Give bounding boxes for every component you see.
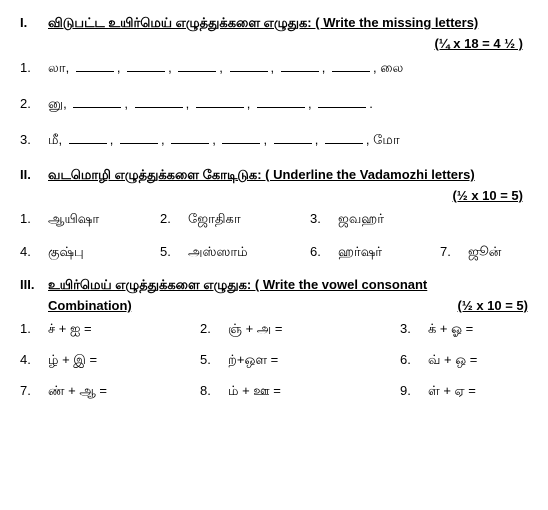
section-3-row-1: 1. ச் + ஐ = 2. ஞ் + அ = 3. க் + ஓ =	[20, 321, 528, 338]
word-text: ஜவஹர்	[338, 211, 384, 228]
combo-item-7: 7. ண் + ஆ =	[20, 383, 200, 400]
blank[interactable]	[257, 95, 305, 108]
section-2-marks: (½ x 10 = 5)	[20, 188, 528, 203]
section-3-title-1: உயிர்மெய் எழுத்துக்களை எழுதுக: ( Write t…	[48, 277, 528, 294]
combo-num: 3.	[400, 321, 428, 336]
section-3-header: III. உயிர்மெய் எழுத்துக்களை எழுதுக: ( Wr…	[20, 277, 528, 294]
word-item-6: 6. ஹர்ஷர்	[310, 244, 440, 261]
q2-num: 2.	[20, 96, 48, 111]
q2-end: .	[369, 96, 373, 111]
q2-row: 2. னு, , , , , .	[20, 95, 528, 113]
section-2-row-1: 1. ஆயிஷா 2. ஜோதிகா 3. ஜவஹர்	[20, 211, 528, 228]
combo-item-9: 9. ள் + ஏ =	[400, 383, 520, 400]
q3-end: , மோ	[366, 132, 400, 147]
q1-start: லா,	[48, 60, 69, 75]
combo-num: 2.	[200, 321, 228, 336]
combo-text: ஞ் + அ =	[228, 321, 282, 338]
blank[interactable]	[230, 59, 268, 72]
combo-text: க் + ஓ =	[428, 321, 473, 338]
word-num: 3.	[310, 211, 338, 226]
combo-num: 7.	[20, 383, 48, 398]
blank[interactable]	[281, 59, 319, 72]
word-text: ஜூன்	[468, 244, 501, 261]
q3-start: மீ,	[48, 132, 62, 147]
q3-num: 3.	[20, 132, 48, 147]
combo-item-3: 3. க் + ஓ =	[400, 321, 520, 338]
section-3-title-row-2: Combination) (½ x 10 = 5)	[20, 298, 528, 313]
q3-body: மீ, , , , , , , மோ	[48, 131, 528, 149]
word-item-1: 1. ஆயிஷா	[20, 211, 160, 228]
blank[interactable]	[196, 95, 244, 108]
blank[interactable]	[332, 59, 370, 72]
blank[interactable]	[120, 131, 158, 144]
blank[interactable]	[135, 95, 183, 108]
word-num: 2.	[160, 211, 188, 226]
word-text: குஷ்பு	[48, 244, 84, 261]
combo-text: வ் + ஒ =	[428, 352, 477, 369]
blank[interactable]	[76, 59, 114, 72]
combo-item-6: 6. வ் + ஒ =	[400, 352, 520, 369]
blank[interactable]	[222, 131, 260, 144]
section-1-marks: (¼ x 18 = 4 ½ )	[20, 36, 528, 51]
q1-body: லா, , , , , , , லை	[48, 59, 528, 77]
word-text: ஆயிஷா	[48, 211, 99, 228]
combo-text: ழ் + இ =	[48, 352, 97, 369]
word-text: ஹர்ஷர்	[338, 244, 382, 261]
section-3-row-2: 4. ழ் + இ = 5. ற்+ஒள = 6. வ் + ஒ =	[20, 352, 528, 369]
combo-num: 6.	[400, 352, 428, 367]
word-item-5: 5. அஸ்ஸாம்	[160, 244, 310, 261]
blank[interactable]	[318, 95, 366, 108]
combo-num: 1.	[20, 321, 48, 336]
combo-num: 8.	[200, 383, 228, 398]
combo-num: 9.	[400, 383, 428, 398]
blank[interactable]	[171, 131, 209, 144]
combo-item-5: 5. ற்+ஒள =	[200, 352, 400, 369]
word-num: 1.	[20, 211, 48, 226]
combo-item-8: 8. ம் + ஊ =	[200, 383, 400, 400]
q1-num: 1.	[20, 60, 48, 75]
q2-body: னு, , , , , .	[48, 95, 528, 113]
combo-text: ம் + ஊ =	[228, 383, 281, 400]
q3-row: 3. மீ, , , , , , , மோ	[20, 131, 528, 149]
blank[interactable]	[178, 59, 216, 72]
q2-start: னு,	[48, 96, 67, 111]
combo-item-2: 2. ஞ் + அ =	[200, 321, 400, 338]
blank[interactable]	[127, 59, 165, 72]
blank[interactable]	[274, 131, 312, 144]
combo-text: ச் + ஐ =	[48, 321, 92, 338]
section-2-roman: II.	[20, 167, 48, 182]
section-3-row-3: 7. ண் + ஆ = 8. ம் + ஊ = 9. ள் + ஏ =	[20, 383, 528, 400]
combo-text: ள் + ஏ =	[428, 383, 476, 400]
combo-item-4: 4. ழ் + இ =	[20, 352, 200, 369]
combo-item-1: 1. ச் + ஐ =	[20, 321, 200, 338]
word-num: 7.	[440, 244, 468, 259]
q1-end: , லை	[373, 60, 403, 75]
section-2-title: வடமொழி எழுத்துக்களை கோடிடுக: ( Underline…	[48, 167, 528, 184]
combo-text: ற்+ஒள =	[228, 352, 278, 369]
word-num: 5.	[160, 244, 188, 259]
word-num: 4.	[20, 244, 48, 259]
section-2-header: II. வடமொழி எழுத்துக்களை கோடிடுக: ( Under…	[20, 167, 528, 184]
blank[interactable]	[69, 131, 107, 144]
blank[interactable]	[325, 131, 363, 144]
word-text: ஜோதிகா	[188, 211, 241, 228]
section-3-roman: III.	[20, 277, 48, 292]
word-item-3: 3. ஜவஹர்	[310, 211, 440, 228]
word-item-2: 2. ஜோதிகா	[160, 211, 310, 228]
word-item-7: 7. ஜூன்	[440, 244, 520, 261]
combo-num: 4.	[20, 352, 48, 367]
section-2-row-2: 4. குஷ்பு 5. அஸ்ஸாம் 6. ஹர்ஷர் 7. ஜூன்	[20, 244, 528, 261]
combo-num: 5.	[200, 352, 228, 367]
section-1-roman: I.	[20, 15, 48, 30]
combo-text: ண் + ஆ =	[48, 383, 107, 400]
word-num: 6.	[310, 244, 338, 259]
section-3-title-2: Combination)	[48, 298, 132, 313]
section-3-marks: (½ x 10 = 5)	[458, 298, 528, 313]
section-1-header: I. விடுபட்ட உயிர்மெய் எழுத்துக்களை எழுது…	[20, 15, 528, 32]
word-item-4: 4. குஷ்பு	[20, 244, 160, 261]
word-text: அஸ்ஸாம்	[188, 244, 248, 261]
q1-row: 1. லா, , , , , , , லை	[20, 59, 528, 77]
section-1-title: விடுபட்ட உயிர்மெய் எழுத்துக்களை எழுதுக: …	[48, 15, 528, 32]
blank[interactable]	[73, 95, 121, 108]
